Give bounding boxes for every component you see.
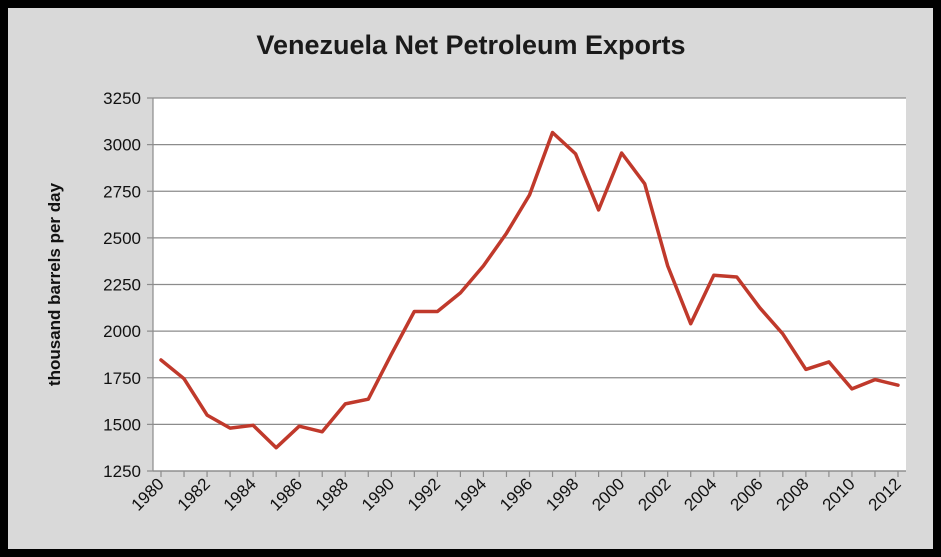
x-tick-label: 2012 bbox=[865, 474, 905, 514]
series-group bbox=[159, 130, 900, 450]
y-tick-label: 1750 bbox=[103, 369, 141, 388]
x-tick-label: 1986 bbox=[266, 474, 306, 514]
x-tick-label: 1992 bbox=[404, 474, 444, 514]
y-tick-labels: 1250 1500 1750 2000 2250 2500 2750 3000 3250 bbox=[103, 89, 141, 481]
x-tick-label: 1996 bbox=[496, 474, 536, 514]
axes bbox=[152, 98, 906, 477]
y-tick-label: 2500 bbox=[103, 229, 141, 248]
line-chart: Venezuela Net Petroleum Exports thousand… bbox=[45, 30, 906, 515]
x-tick-label: 2004 bbox=[680, 474, 720, 514]
y-tick-label: 2000 bbox=[103, 322, 141, 341]
x-tick-label: 2008 bbox=[773, 474, 813, 514]
chart-frame: Venezuela Net Petroleum Exports thousand… bbox=[8, 8, 933, 549]
y-tick-label: 2750 bbox=[103, 182, 141, 201]
x-tick-label: 2000 bbox=[588, 474, 628, 514]
x-tick-label: 1998 bbox=[542, 474, 582, 514]
x-tick-label: 1988 bbox=[312, 474, 352, 514]
x-tick-label: 1982 bbox=[174, 474, 214, 514]
y-tick-label: 1250 bbox=[103, 462, 141, 481]
x-tick-label: 1990 bbox=[358, 474, 398, 514]
x-tick-labels: 1980 1982 1984 1986 1988 1990 1992 1994 1996 1998… bbox=[128, 474, 905, 514]
y-tick-label: 3000 bbox=[103, 136, 141, 155]
x-tick-label: 2006 bbox=[726, 474, 766, 514]
chart-title: Venezuela Net Petroleum Exports bbox=[256, 30, 685, 60]
y-axis-label: thousand barrels per day bbox=[45, 182, 64, 386]
y-tick-label: 2250 bbox=[103, 276, 141, 295]
y-tick-label: 1500 bbox=[103, 415, 141, 434]
y-tick-label: 3250 bbox=[103, 89, 141, 108]
series-line bbox=[159, 130, 900, 450]
x-tick-label: 1984 bbox=[220, 474, 260, 514]
x-tick-label: 2002 bbox=[634, 474, 674, 514]
x-tick-label: 2010 bbox=[819, 474, 859, 514]
x-tick-label: 1994 bbox=[450, 474, 490, 514]
